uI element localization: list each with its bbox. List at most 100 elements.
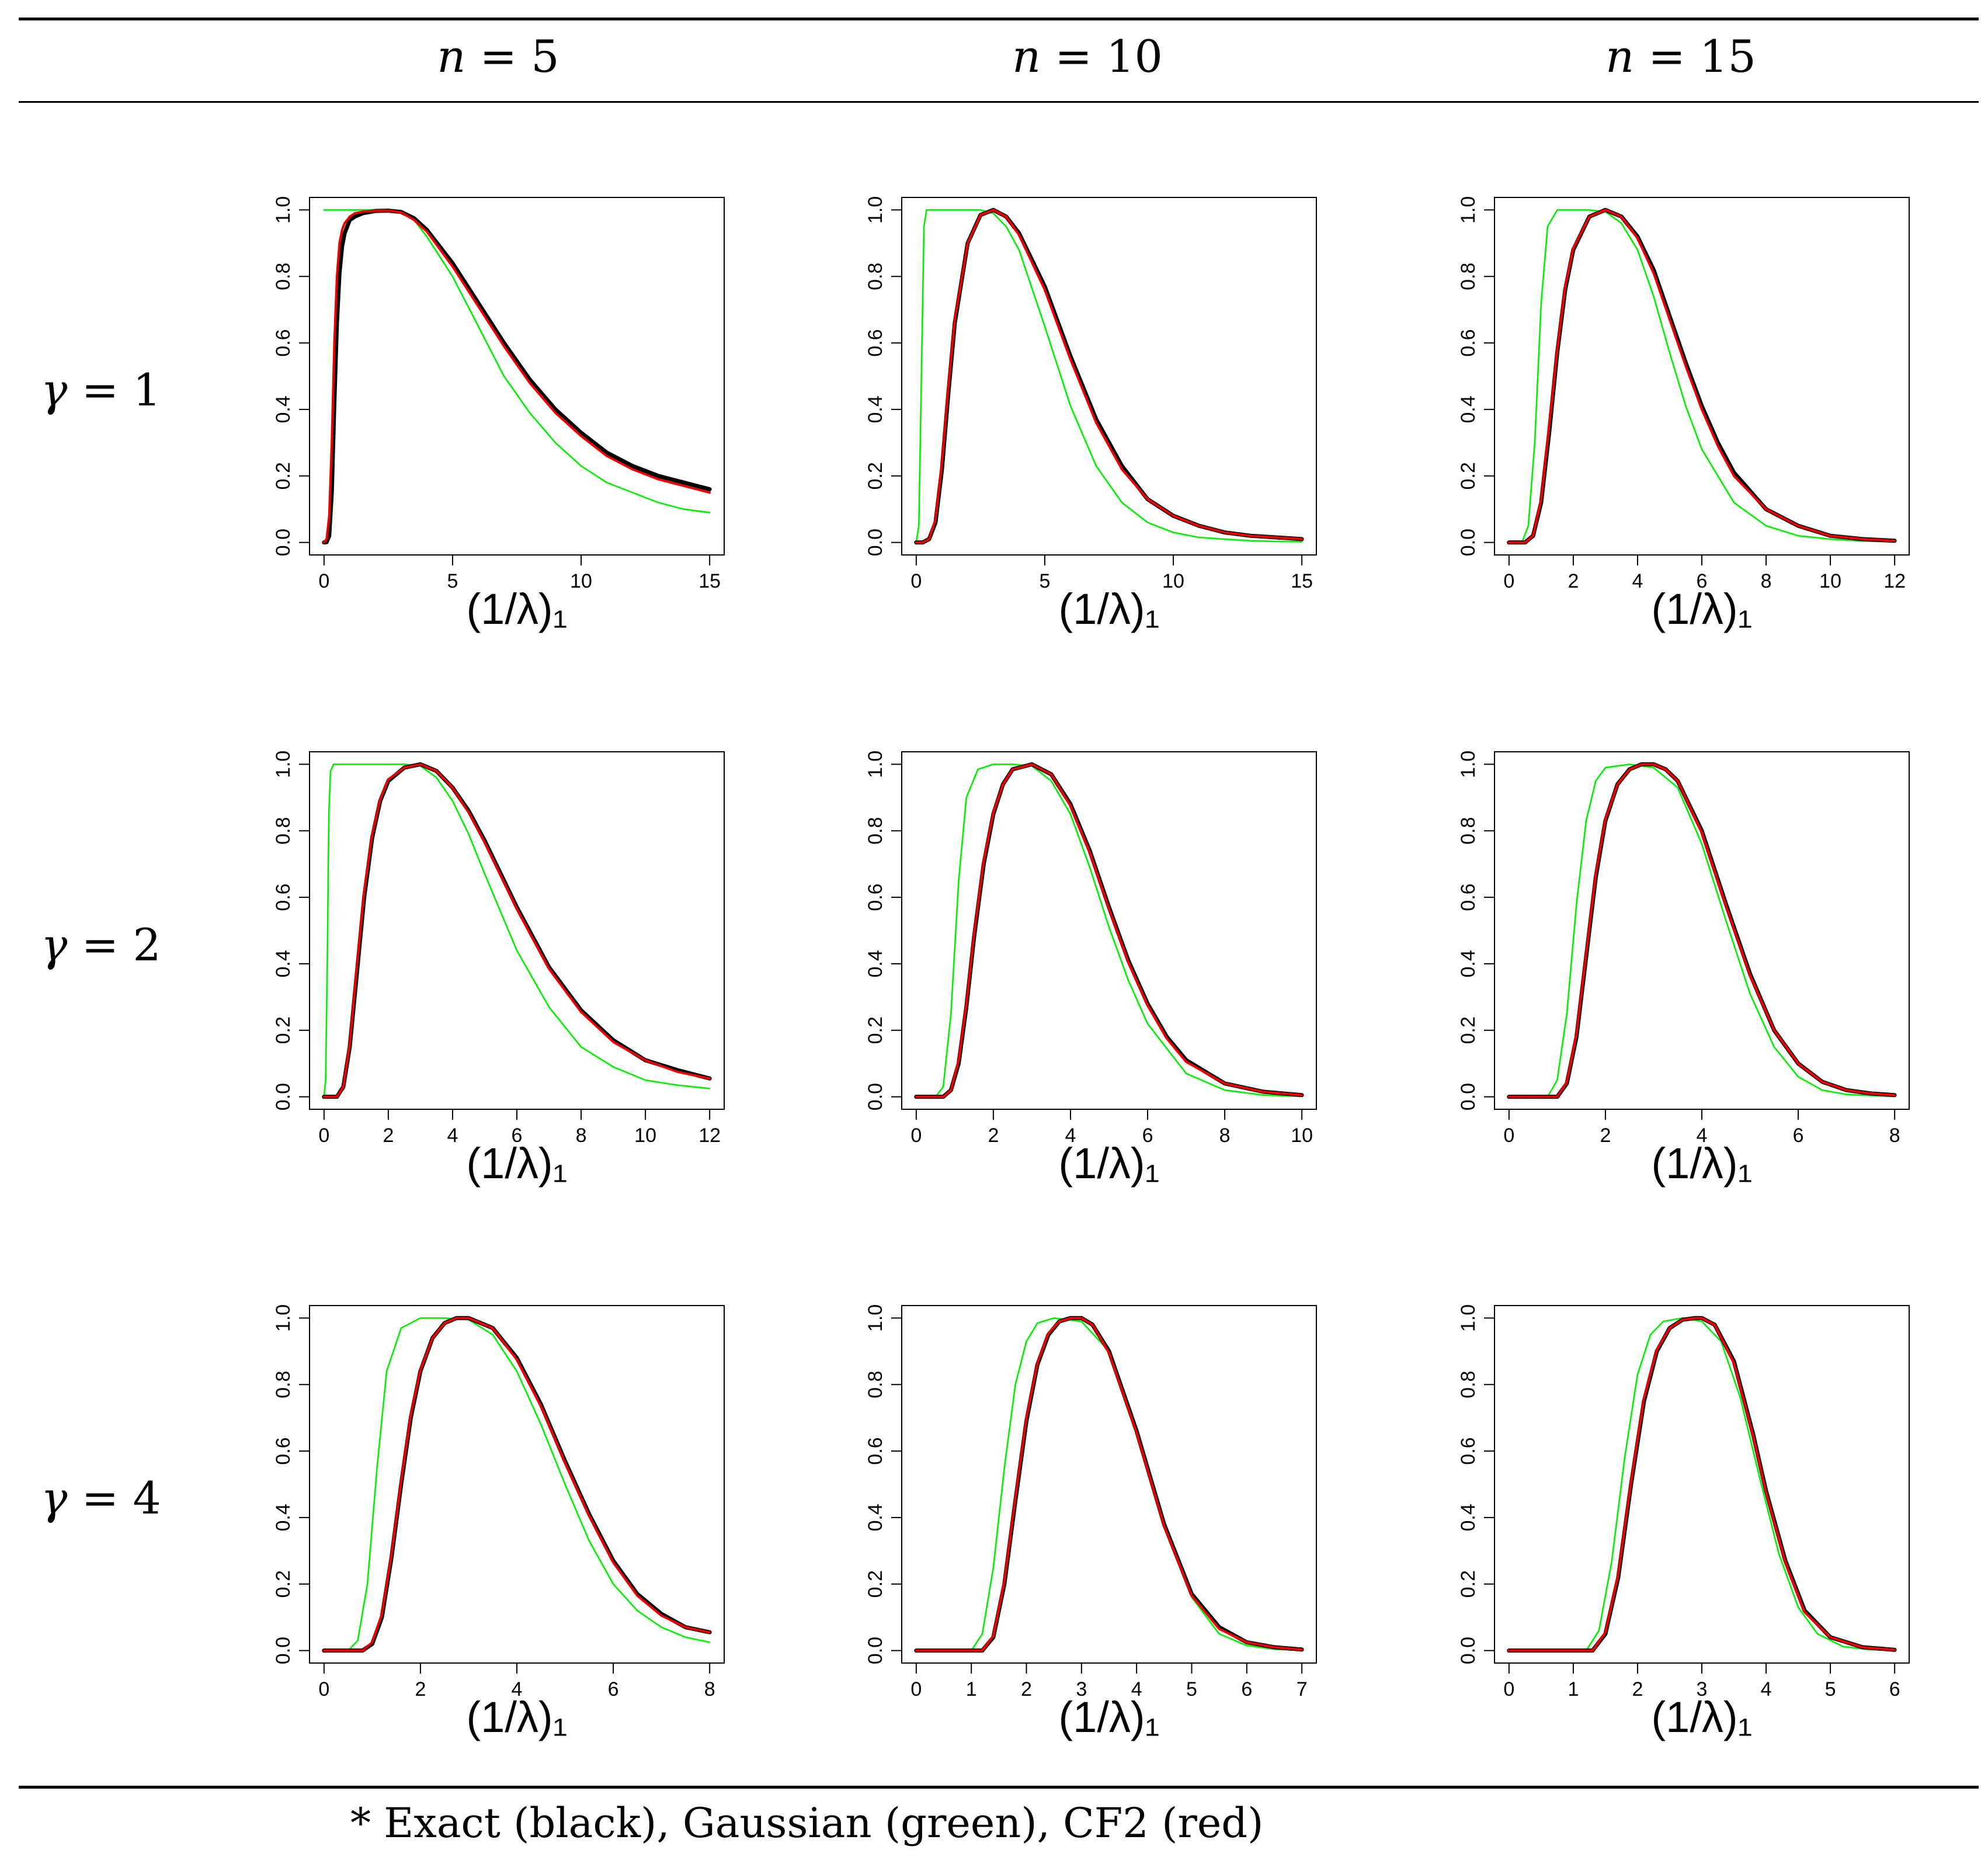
row-label-value: 4 xyxy=(133,1472,161,1524)
y-tick-label: 0.2 xyxy=(1457,1016,1479,1044)
plot-frame xyxy=(1494,751,1910,1110)
series-line-gaussian xyxy=(915,209,1303,543)
series-line-exact xyxy=(322,1315,712,1653)
x-tick-label: 8 xyxy=(1889,1124,1900,1147)
x-tick-label: 3 xyxy=(1076,1678,1087,1700)
x-axis-label: (1/λ)₁ xyxy=(1652,1139,1753,1188)
y-tick-label: 1.0 xyxy=(272,1304,294,1332)
y-tick-label: 0.0 xyxy=(1457,529,1479,556)
x-tick-label: 4 xyxy=(1761,1678,1772,1700)
x-tick-label: 0 xyxy=(318,570,329,592)
x-tick-label: 0 xyxy=(1503,570,1514,592)
x-tick-label: 1 xyxy=(966,1678,977,1700)
series-line-cf2 xyxy=(1507,763,1896,1098)
chart-panel-g4-n5: 0.0 0.2 0.4 0.6 0.8 1.0 0 2 4 6 8 (1/λ)₁ xyxy=(272,1304,725,1741)
chart-panel-g2-n15: 0.0 0.2 0.4 0.6 0.8 1.0 0 2 4 6 8 (1/λ)₁ xyxy=(1457,751,1910,1188)
series-line-exact xyxy=(1507,207,1897,545)
x-tick-label: 2 xyxy=(1632,1678,1643,1700)
series-line-cf2 xyxy=(1507,1317,1896,1652)
chart-panel-g2-n5: 0.0 0.2 0.4 0.6 0.8 1.0 0 2 4 6 8 10 12 (1/λ)₁ xyxy=(272,751,725,1188)
x-tick-label: 2 xyxy=(1600,1124,1611,1147)
bottom-rule xyxy=(19,1786,1979,1789)
x-tick-label: 15 xyxy=(698,570,721,592)
y-tick-label: 0.8 xyxy=(1457,263,1479,290)
column-header-3: n = 15 xyxy=(1605,30,1756,82)
x-axis-label: (1/λ)₁ xyxy=(1652,1693,1753,1741)
y-tick-label: 0.8 xyxy=(272,1371,294,1398)
series-line-gaussian xyxy=(915,763,1303,1098)
x-axis-label: (1/λ)₁ xyxy=(1652,585,1753,633)
x-tick-label: 5 xyxy=(1186,1678,1197,1700)
y-tick-label: 0.4 xyxy=(864,950,887,977)
y-tick-label: 0.2 xyxy=(1457,462,1479,490)
y-tick-label: 0.8 xyxy=(1457,817,1479,845)
y-tick-label: 0.8 xyxy=(1457,1371,1479,1398)
y-tick-label: 0.0 xyxy=(272,1083,294,1110)
y-tick-label: 0.0 xyxy=(272,529,294,556)
x-tick-label: 6 xyxy=(1793,1124,1804,1147)
y-tick-label: 1.0 xyxy=(864,1304,887,1332)
footnote: * Exact (black), Gaussian (green), CF2 (… xyxy=(350,1799,1264,1847)
column-header-value: 5 xyxy=(531,30,559,82)
x-tick-label: 1 xyxy=(1568,1678,1579,1700)
x-tick-label: 0 xyxy=(1503,1678,1514,1700)
y-tick-label: 0.6 xyxy=(272,1437,294,1464)
y-tick-label: 0.8 xyxy=(864,1371,887,1398)
plot-frame xyxy=(309,751,725,1110)
x-tick-label: 4 xyxy=(1065,1124,1076,1147)
column-header-var: n xyxy=(1605,30,1635,82)
series-line-gaussian xyxy=(1508,209,1896,543)
y-tick-label: 0.4 xyxy=(272,1504,294,1531)
x-tick-label: 2 xyxy=(1568,570,1579,592)
y-tick-label: 0.0 xyxy=(1457,1083,1479,1110)
x-tick-label: 8 xyxy=(1761,570,1772,592)
series-line-gaussian xyxy=(323,1317,711,1651)
y-tick-label: 0.2 xyxy=(1457,1570,1479,1598)
series-line-exact xyxy=(322,762,712,1099)
series-line-exact xyxy=(322,209,712,545)
row-label-value: 1 xyxy=(133,364,161,416)
column-header-var: n xyxy=(1012,30,1041,82)
y-tick-label: 1.0 xyxy=(1457,1304,1479,1332)
x-tick-label: 8 xyxy=(1219,1124,1231,1147)
x-tick-label: 10 xyxy=(1291,1124,1313,1147)
x-axis-label: (1/λ)₁ xyxy=(467,1693,568,1741)
y-tick-label: 1.0 xyxy=(272,751,294,778)
y-tick-label: 0.6 xyxy=(1457,1437,1479,1464)
chart-panel-g1-n15: 0.0 0.2 0.4 0.6 0.8 1.0 0 2 4 6 8 10 12 (1/λ)₁ xyxy=(1457,196,1910,633)
series-line-gaussian xyxy=(323,209,711,513)
y-tick-label: 0.4 xyxy=(272,950,294,977)
x-tick-label: 3 xyxy=(1697,1678,1708,1700)
x-tick-label: 6 xyxy=(1697,570,1708,592)
y-tick-label: 0.0 xyxy=(272,1637,294,1664)
y-tick-label: 0.4 xyxy=(864,1504,887,1531)
x-tick-label: 2 xyxy=(1021,1678,1032,1700)
top-rule xyxy=(19,18,1979,20)
x-tick-label: 4 xyxy=(1632,570,1643,592)
series-line-cf2 xyxy=(915,1317,1304,1652)
row-label-2: γ = 2 xyxy=(41,919,161,971)
x-tick-label: 5 xyxy=(1039,570,1050,592)
y-tick-label: 0.2 xyxy=(272,462,294,490)
x-tick-label: 4 xyxy=(1131,1678,1142,1700)
x-tick-label: 5 xyxy=(1825,1678,1836,1700)
row-label-1: γ = 1 xyxy=(41,364,161,416)
column-header-value: 15 xyxy=(1699,30,1756,82)
x-tick-label: 0 xyxy=(1503,1124,1514,1147)
x-axis-label: (1/λ)₁ xyxy=(467,1139,568,1188)
x-tick-label: 2 xyxy=(383,1124,394,1147)
x-tick-label: 0 xyxy=(910,1678,922,1700)
series-line-gaussian xyxy=(1508,1317,1896,1651)
x-tick-label: 6 xyxy=(608,1678,619,1700)
y-tick-label: 0.2 xyxy=(272,1570,294,1598)
series-line-gaussian xyxy=(915,1317,1303,1651)
y-tick-label: 1.0 xyxy=(864,196,887,224)
column-header-var: n xyxy=(437,30,466,82)
x-tick-label: 2 xyxy=(988,1124,999,1147)
x-tick-label: 4 xyxy=(447,1124,458,1147)
series-line-exact xyxy=(914,207,1304,545)
y-tick-label: 0.6 xyxy=(272,883,294,911)
series-line-gaussian xyxy=(323,763,711,1098)
x-tick-label: 6 xyxy=(512,1124,523,1147)
plot-frame xyxy=(309,197,725,556)
